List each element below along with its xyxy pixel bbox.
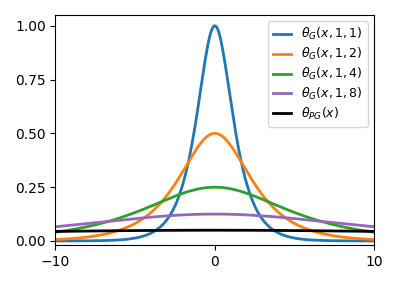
Legend: $\theta_G(x, 1, 1)$, $\theta_G(x, 1, 2)$, $\theta_G(x, 1, 4)$, $\theta_G(x, 1, 8: $\theta_G(x, 1, 1)$, $\theta_G(x, 1, 2)$…: [267, 21, 368, 127]
Line: $\theta_G(x, 1, 8)$: $\theta_G(x, 1, 8)$: [55, 214, 374, 227]
$\theta_{PG}(x)$: [53, 230, 58, 233]
$\theta_{PG}(x)$: [208, 229, 213, 232]
$\theta_G(x, 1, 4)$: [304, 215, 309, 218]
$\theta_G(x, 1, 2)$: [363, 237, 367, 241]
$\theta_{PG}(x)$: [372, 230, 377, 233]
$\theta_G(x, 1, 8)$: [53, 225, 58, 228]
Line: $\theta_G(x, 1, 4)$: $\theta_G(x, 1, 4)$: [55, 187, 374, 232]
$\theta_G(x, 1, 8)$: [200, 212, 205, 216]
$\theta_G(x, 1, 1)$: [200, 79, 205, 82]
$\theta_G(x, 1, 8)$: [363, 224, 367, 227]
Line: $\theta_G(x, 1, 1)$: $\theta_G(x, 1, 1)$: [55, 26, 374, 241]
$\theta_{PG}(x)$: [69, 229, 74, 233]
$\theta_G(x, 1, 4)$: [213, 185, 217, 189]
$\theta_G(x, 1, 4)$: [208, 185, 213, 189]
$\theta_{PG}(x)$: [213, 229, 217, 232]
$\theta_G(x, 1, 4)$: [363, 229, 367, 233]
$\theta_{PG}(x)$: [363, 229, 367, 233]
$\theta_G(x, 1, 2)$: [53, 238, 58, 241]
$\theta_{PG}(x)$: [200, 229, 205, 232]
$\theta_G(x, 1, 4)$: [372, 231, 377, 234]
$\theta_G(x, 1, 8)$: [213, 212, 217, 216]
$\theta_G(x, 1, 2)$: [304, 227, 309, 231]
Line: $\theta_{PG}(x)$: $\theta_{PG}(x)$: [55, 230, 374, 231]
$\theta_{PG}(x)$: [304, 229, 309, 232]
$\theta_G(x, 1, 2)$: [363, 237, 367, 241]
$\theta_G(x, 1, 1)$: [372, 239, 377, 243]
$\theta_G(x, 1, 8)$: [208, 212, 213, 216]
$\theta_{PG}(x)$: [363, 229, 367, 233]
$\theta_G(x, 1, 4)$: [69, 228, 74, 231]
$\theta_G(x, 1, 4)$: [200, 187, 205, 190]
$\theta_G(x, 1, 1)$: [208, 32, 213, 36]
$\theta_G(x, 1, 1)$: [363, 239, 367, 243]
$\theta_G(x, 1, 8)$: [69, 224, 74, 227]
$\theta_G(x, 1, 2)$: [69, 237, 74, 240]
$\theta_G(x, 1, 1)$: [363, 239, 367, 243]
$\theta_G(x, 1, 8)$: [363, 224, 367, 227]
$\theta_G(x, 1, 1)$: [304, 238, 309, 241]
$\theta_G(x, 1, 2)$: [372, 238, 377, 241]
$\theta_G(x, 1, 4)$: [363, 229, 367, 233]
$\theta_G(x, 1, 1)$: [69, 239, 74, 243]
$\theta_G(x, 1, 2)$: [208, 133, 213, 136]
$\theta_G(x, 1, 2)$: [200, 140, 205, 143]
$\theta_G(x, 1, 8)$: [372, 225, 377, 228]
Line: $\theta_G(x, 1, 2)$: $\theta_G(x, 1, 2)$: [55, 133, 374, 239]
$\theta_G(x, 1, 4)$: [53, 231, 58, 234]
$\theta_G(x, 1, 2)$: [213, 132, 217, 135]
$\theta_G(x, 1, 1)$: [213, 24, 217, 28]
$\theta_G(x, 1, 1)$: [53, 239, 58, 243]
$\theta_G(x, 1, 8)$: [304, 218, 309, 222]
